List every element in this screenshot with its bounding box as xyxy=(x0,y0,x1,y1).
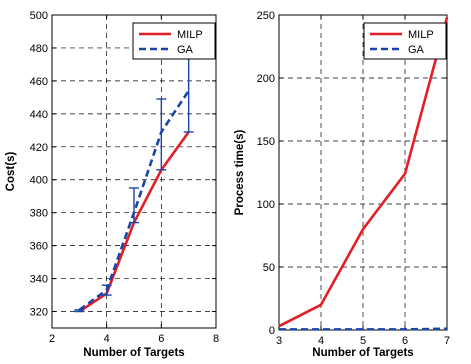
cost-chart: 2 4 6 8 320 340 360 380 400 420 440 460 480 500 Number… xyxy=(5,10,219,359)
x-tick-label: 4 xyxy=(104,333,110,345)
y-axis-label: Process time(s) xyxy=(234,130,246,216)
x-tick-label: 7 xyxy=(444,335,450,347)
y-tick-label: 380 xyxy=(30,208,48,220)
legend: MILP GA xyxy=(132,22,216,60)
x-axis-label: Number of Targets xyxy=(83,347,184,359)
y-tick-label: 100 xyxy=(257,199,275,211)
legend-label-ga: GA xyxy=(408,44,425,56)
y-tick-label: 320 xyxy=(30,307,48,319)
y-tick-label: 500 xyxy=(30,10,48,22)
y-tick-label: 50 xyxy=(263,262,275,274)
x-tick-label: 6 xyxy=(158,333,164,345)
y-tick-label: 0 xyxy=(269,325,275,337)
y-tick-label: 400 xyxy=(30,175,48,187)
y-tick-label: 480 xyxy=(30,43,48,55)
x-tick-label: 5 xyxy=(360,335,366,347)
x-tick-label: 3 xyxy=(276,335,282,347)
legend-box xyxy=(132,22,216,60)
x-tick-label: 6 xyxy=(402,335,408,347)
x-tick-label: 4 xyxy=(318,335,324,347)
y-tick-label: 150 xyxy=(257,136,275,148)
legend-label-milp: MILP xyxy=(408,29,434,41)
x-axis-label: Number of Targets xyxy=(312,347,413,359)
x-tick-label: 8 xyxy=(213,333,219,345)
y-tick-label: 360 xyxy=(30,241,48,253)
y-tick-label: 340 xyxy=(30,274,48,286)
legend: MILP GA xyxy=(363,22,447,60)
x-tick-label: 2 xyxy=(49,333,55,345)
legend-label-ga: GA xyxy=(177,44,194,56)
y-axis-label: Cost(s) xyxy=(5,152,17,192)
y-tick-label: 200 xyxy=(257,73,275,85)
y-tick-label: 440 xyxy=(30,109,48,121)
process-time-chart: 3 4 5 6 7 0 50 100 150 200 250 Number of Targets Pro… xyxy=(234,10,450,359)
y-tick-label: 420 xyxy=(30,142,48,154)
plot-area xyxy=(51,14,217,329)
y-tick-label: 250 xyxy=(257,10,275,22)
y-tick-label: 460 xyxy=(30,76,48,88)
legend-box xyxy=(363,22,447,60)
legend-label-milp: MILP xyxy=(177,29,203,41)
